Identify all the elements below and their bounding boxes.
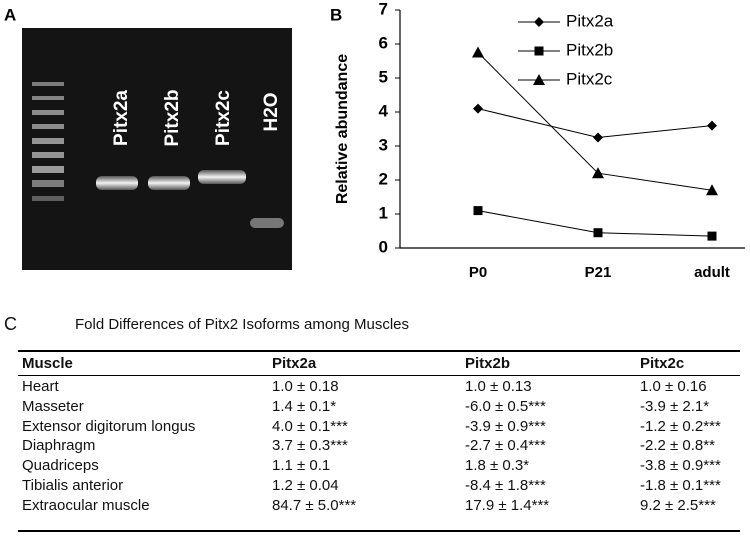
lane-label: Pitx2b bbox=[162, 89, 183, 146]
panel-label: C bbox=[4, 314, 17, 334]
x-tick-label: P21 bbox=[585, 264, 612, 281]
y-axis-label: Relative abundance bbox=[334, 54, 351, 204]
gel bbox=[22, 28, 292, 270]
lane-label: H2O bbox=[261, 92, 282, 131]
column-header: Pitx2c bbox=[640, 355, 685, 372]
y-tick-label: 1 bbox=[379, 203, 388, 222]
legend-label: Pitx2a bbox=[566, 11, 614, 30]
table-cell: Diaphragm bbox=[22, 437, 96, 455]
rule bbox=[18, 350, 740, 352]
table-cell: 1.4 ± 0.1* bbox=[272, 397, 337, 415]
table-cell: 17.9 ± 1.4*** bbox=[465, 496, 550, 514]
marker bbox=[707, 231, 717, 241]
table-cell: -8.4 ± 1.8*** bbox=[465, 477, 546, 494]
table-cell: 1.0 ± 0.16 bbox=[640, 378, 707, 395]
gel-bands bbox=[96, 170, 284, 228]
marker bbox=[473, 103, 483, 114]
rule bbox=[18, 375, 740, 376]
table-cell: -1.2 ± 0.2*** bbox=[640, 417, 721, 435]
y-tick-label: 0 bbox=[379, 237, 388, 256]
table-cell: 1.1 ± 0.1 bbox=[272, 457, 331, 475]
table-title: Fold Differences of Pitx2 Isoforms among… bbox=[75, 316, 410, 333]
table-cell: 84.7 ± 5.0*** bbox=[272, 496, 357, 514]
table-cell: Masseter bbox=[22, 397, 84, 415]
table-cell: Quadriceps bbox=[22, 457, 99, 475]
table-cell: 1.2 ± 0.04 bbox=[272, 477, 339, 494]
x-tick-label: adult bbox=[694, 264, 730, 281]
y-tick-label: 7 bbox=[379, 0, 388, 18]
lane-label: Pitx2c bbox=[213, 90, 234, 146]
ladder bbox=[32, 82, 64, 201]
y-tick-label: 4 bbox=[379, 101, 389, 120]
table-cell: -3.8 ± 0.9*** bbox=[640, 457, 721, 475]
marker bbox=[592, 167, 604, 179]
y-tick-label: 5 bbox=[379, 67, 388, 86]
rule bbox=[18, 530, 740, 532]
y-tick-label: 6 bbox=[379, 33, 388, 52]
column-header: Muscle bbox=[22, 355, 73, 372]
table-cell: 1.0 ± 0.18 bbox=[272, 378, 339, 395]
marker bbox=[593, 228, 603, 238]
panel-label: A bbox=[4, 5, 16, 24]
table-cell: 3.7 ± 0.3*** bbox=[272, 437, 348, 455]
marker bbox=[534, 46, 544, 56]
marker bbox=[534, 17, 544, 27]
table-cell: -3.9 ± 0.9*** bbox=[465, 417, 546, 435]
series-line bbox=[477, 108, 713, 139]
table-cell: 1.8 ± 0.3* bbox=[465, 457, 530, 475]
table-cell: 4.0 ± 0.1*** bbox=[272, 417, 348, 435]
y-tick-label: 3 bbox=[379, 135, 388, 154]
marker bbox=[533, 74, 545, 85]
top-panels: A B Relative abundance Pitx2a Pitx2b Pitx2… bbox=[4, 0, 745, 281]
legend-label: Pitx2b bbox=[566, 40, 613, 59]
marker bbox=[472, 46, 484, 58]
table-cell: -6.0 ± 0.5*** bbox=[465, 397, 546, 415]
table-cell: Extraocular muscle bbox=[22, 496, 150, 514]
lane-label: Pitx2a bbox=[111, 90, 132, 146]
column-header: Pitx2a bbox=[272, 355, 317, 372]
table-cell: 9.2 ± 2.5*** bbox=[640, 496, 716, 514]
marker bbox=[706, 184, 718, 196]
marker bbox=[473, 206, 483, 216]
table-cell: Extensor digitorum longus bbox=[22, 417, 196, 435]
y-tick-label: 2 bbox=[379, 169, 388, 188]
table-cell: -1.8 ± 0.1*** bbox=[640, 477, 721, 494]
table-cell: -2.2 ± 0.8** bbox=[640, 437, 715, 455]
table-cell: -2.7 ± 0.4*** bbox=[465, 437, 546, 455]
table-cell: Tibialis anterior bbox=[22, 477, 124, 494]
table-cell: -3.9 ± 2.1* bbox=[640, 397, 710, 415]
x-tick-label: P0 bbox=[469, 264, 487, 281]
marker bbox=[707, 120, 717, 131]
column-header: Pitx2b bbox=[465, 355, 511, 372]
legend-label: Pitx2c bbox=[566, 69, 613, 88]
table-cell: 1.0 ± 0.13 bbox=[465, 378, 532, 395]
marker bbox=[593, 132, 603, 143]
panel-label: B bbox=[330, 5, 342, 24]
table-cell: Heart bbox=[22, 378, 59, 395]
